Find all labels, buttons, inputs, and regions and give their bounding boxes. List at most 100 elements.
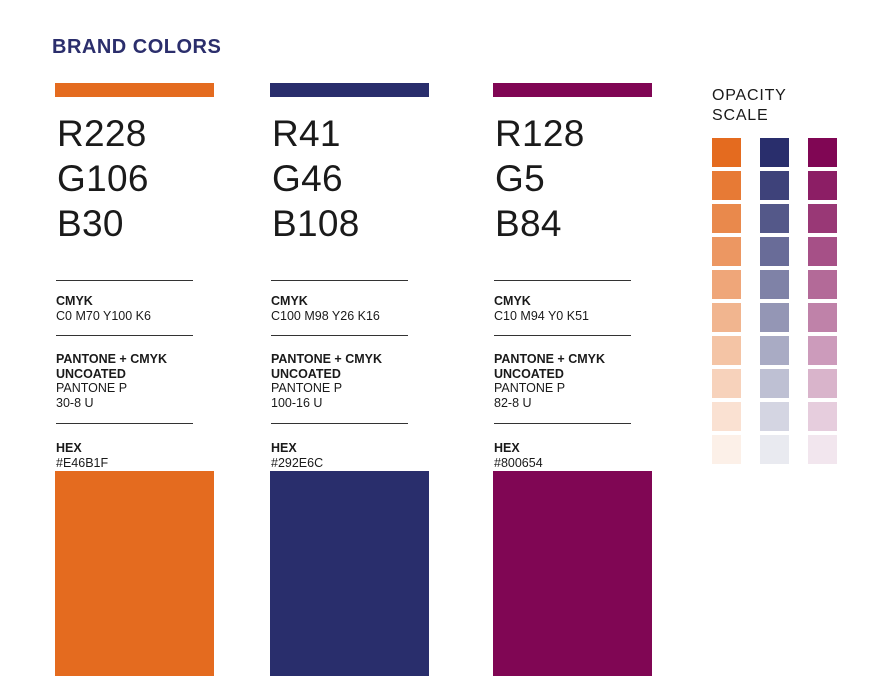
hex-section: HEX #292E6C (271, 441, 430, 470)
opacity-swatch (712, 237, 741, 266)
opacity-swatch (808, 270, 837, 299)
large-swatch-navy (270, 471, 429, 676)
opacity-column-orange (712, 138, 741, 468)
divider (56, 280, 193, 281)
opacity-swatch (808, 138, 837, 167)
divider (271, 423, 408, 424)
opacity-swatch (760, 204, 789, 233)
pantone-label-uncoated: UNCOATED (271, 366, 341, 381)
pantone-section: PANTONE + CMYK UNCOATED PANTONE P 100-16… (271, 352, 430, 410)
opacity-swatch (712, 138, 741, 167)
opacity-column-navy (760, 138, 789, 468)
pantone-code: 100-16 U (271, 395, 323, 410)
pantone-section: PANTONE + CMYK UNCOATED PANTONE P 30-8 U (56, 352, 215, 410)
opacity-swatch (760, 336, 789, 365)
hex-section: HEX #E46B1F (56, 441, 215, 470)
pantone-label: PANTONE + CMYK (56, 352, 168, 366)
pantone-value: PANTONE P (56, 381, 128, 395)
opacity-swatch (712, 270, 741, 299)
opacity-swatch (760, 303, 789, 332)
pantone-section: PANTONE + CMYK UNCOATED PANTONE P 82-8 U (494, 352, 653, 410)
pantone-label: PANTONE + CMYK (271, 352, 383, 366)
cmyk-section: CMYK C10 M94 Y0 K51 (494, 294, 653, 323)
color-top-bar (55, 83, 214, 97)
cmyk-section: CMYK C0 M70 Y100 K6 (56, 294, 215, 323)
opacity-swatch (760, 369, 789, 398)
opacity-swatch (712, 402, 741, 431)
divider (494, 280, 631, 281)
rgb-values: R41 G46 B108 (272, 111, 430, 246)
divider (494, 335, 631, 336)
divider (271, 280, 408, 281)
opacity-swatch (760, 237, 789, 266)
pantone-label-uncoated: UNCOATED (56, 366, 126, 381)
rgb-blue: B108 (272, 203, 360, 244)
pantone-label: PANTONE + CMYK (494, 352, 606, 366)
cmyk-label: CMYK (56, 294, 93, 308)
opacity-swatch (712, 171, 741, 200)
rgb-green: G46 (272, 158, 343, 199)
opacity-swatch (808, 402, 837, 431)
hex-label: HEX (271, 441, 297, 455)
cmyk-label: CMYK (271, 294, 308, 308)
opacity-swatch (712, 204, 741, 233)
divider (56, 335, 193, 336)
rgb-blue: B30 (57, 203, 124, 244)
opacity-swatch (760, 171, 789, 200)
hex-value: #E46B1F (56, 455, 109, 470)
opacity-column-magenta (808, 138, 837, 468)
divider (271, 335, 408, 336)
opacity-swatch (808, 237, 837, 266)
brand-color-navy: R41 G46 B108 CMYK C100 M98 Y26 K16 PANTO… (270, 83, 430, 470)
opacity-swatch (808, 303, 837, 332)
opacity-swatch (760, 402, 789, 431)
brand-color-orange: R228 G106 B30 CMYK C0 M70 Y100 K6 PANTON… (55, 83, 215, 470)
opacity-swatch (712, 435, 741, 464)
rgb-red: R128 (495, 113, 585, 154)
rgb-green: G106 (57, 158, 149, 199)
rgb-values: R128 G5 B84 (495, 111, 653, 246)
rgb-green: G5 (495, 158, 545, 199)
cmyk-value: C100 M98 Y26 K16 (271, 308, 380, 323)
pantone-code: 82-8 U (494, 395, 532, 410)
color-top-bar (493, 83, 652, 97)
hex-label: HEX (494, 441, 520, 455)
opacity-swatch (808, 435, 837, 464)
cmyk-label: CMYK (494, 294, 531, 308)
rgb-blue: B84 (495, 203, 562, 244)
opacity-title-line: OPACITY (712, 87, 787, 104)
opacity-swatch (712, 303, 741, 332)
page-title: BRAND COLORS (52, 36, 222, 58)
pantone-value: PANTONE P (271, 381, 343, 395)
hex-section: HEX #800654 (494, 441, 653, 470)
opacity-swatch (712, 369, 741, 398)
opacity-swatch (760, 138, 789, 167)
large-swatch-magenta (493, 471, 652, 676)
cmyk-value: C10 M94 Y0 K51 (494, 308, 589, 323)
hex-label: HEX (56, 441, 82, 455)
pantone-code: 30-8 U (56, 395, 94, 410)
pantone-label-uncoated: UNCOATED (494, 366, 564, 381)
opacity-swatch (808, 204, 837, 233)
divider (56, 423, 193, 424)
rgb-red: R228 (57, 113, 147, 154)
opacity-title-line: SCALE (712, 107, 769, 124)
hex-value: #800654 (494, 455, 543, 470)
rgb-values: R228 G106 B30 (57, 111, 215, 246)
hex-value: #292E6C (271, 455, 324, 470)
opacity-swatch (760, 435, 789, 464)
large-swatch-orange (55, 471, 214, 676)
cmyk-value: C0 M70 Y100 K6 (56, 308, 151, 323)
pantone-value: PANTONE P (494, 381, 566, 395)
brand-color-magenta: R128 G5 B84 CMYK C10 M94 Y0 K51 PANTONE … (493, 83, 653, 470)
opacity-swatch (760, 270, 789, 299)
opacity-swatch (808, 336, 837, 365)
opacity-swatch (712, 336, 741, 365)
cmyk-section: CMYK C100 M98 Y26 K16 (271, 294, 430, 323)
opacity-swatch (808, 369, 837, 398)
opacity-scale-title: OPACITY SCALE (712, 86, 787, 126)
opacity-swatch (808, 171, 837, 200)
color-top-bar (270, 83, 429, 97)
divider (494, 423, 631, 424)
rgb-red: R41 (272, 113, 341, 154)
